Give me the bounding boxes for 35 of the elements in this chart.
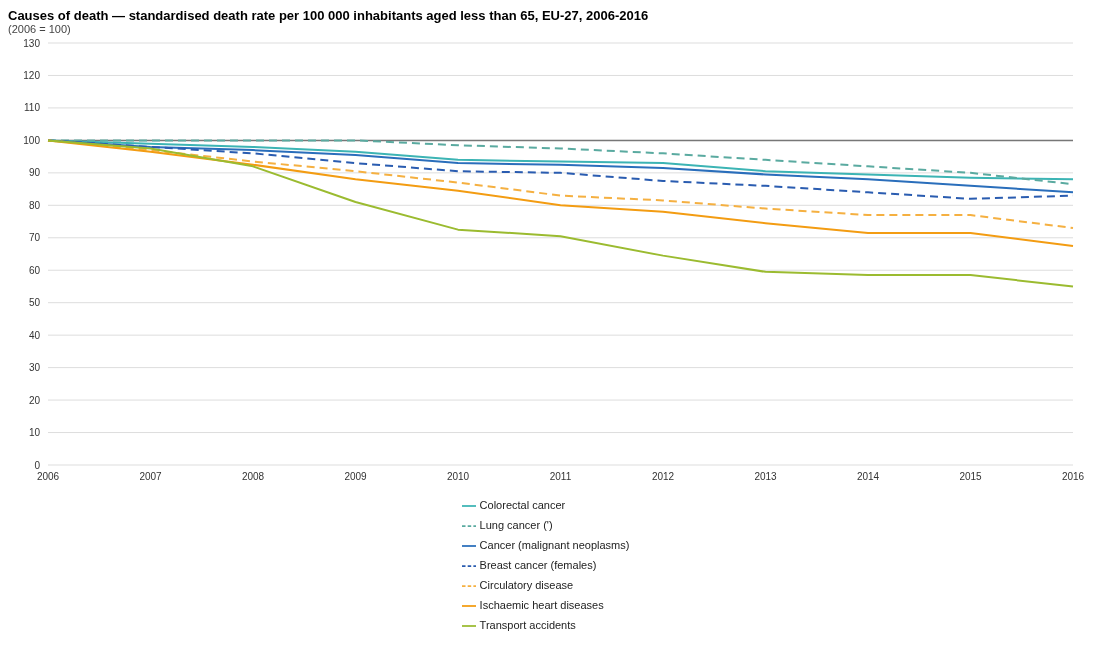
y-tick-label: 30 xyxy=(28,362,41,374)
y-tick-label: 60 xyxy=(28,264,41,276)
x-tick-label: 2012 xyxy=(651,471,675,483)
x-tick-label: 2008 xyxy=(241,471,265,483)
x-tick-label: 2006 xyxy=(36,471,60,483)
line-series xyxy=(47,139,1074,288)
x-tick-label: 2014 xyxy=(856,471,880,483)
legend-label: Cancer (malignant neoplasms) xyxy=(479,539,630,551)
legend-label: Colorectal cancer xyxy=(479,499,566,511)
y-tick-label: 90 xyxy=(28,167,41,179)
x-tick-label: 2010 xyxy=(446,471,470,483)
legend-label: Ischaemic heart diseases xyxy=(479,599,604,611)
chart-subtitle: (2006 = 100) xyxy=(8,23,72,35)
x-tick-label: 2016 xyxy=(1061,471,1085,483)
legend-label: Circulatory disease xyxy=(479,579,574,591)
chart-title: Causes of death — standardised death rate per 100 000 inhabitants aged less than 65, EU-27, 2006-2016 xyxy=(8,8,650,23)
y-tick-label: 120 xyxy=(23,70,41,82)
y-tick-label: 20 xyxy=(28,394,41,406)
x-tick-label: 2015 xyxy=(959,471,983,483)
legend-label: Lung cancer (') xyxy=(479,519,553,531)
legend-label: Breast cancer (females) xyxy=(479,559,597,571)
y-tick-label: 100 xyxy=(23,134,41,146)
y-tick-label: 110 xyxy=(24,102,41,114)
y-tick-label: 70 xyxy=(28,232,41,244)
y-tick-label: 50 xyxy=(28,297,41,309)
y-tick-label: 10 xyxy=(28,427,41,439)
y-tick-label: 40 xyxy=(28,329,41,341)
x-tick-label: 2013 xyxy=(754,471,778,483)
x-tick-label: 2011 xyxy=(549,471,572,483)
x-tick-label: 2007 xyxy=(139,471,163,483)
legend-label: Transport accidents xyxy=(479,619,576,631)
y-tick-label: 0 xyxy=(34,459,41,471)
y-tick-label: 80 xyxy=(28,199,41,211)
y-tick-label: 130 xyxy=(23,37,41,49)
x-tick-label: 2009 xyxy=(344,471,368,483)
